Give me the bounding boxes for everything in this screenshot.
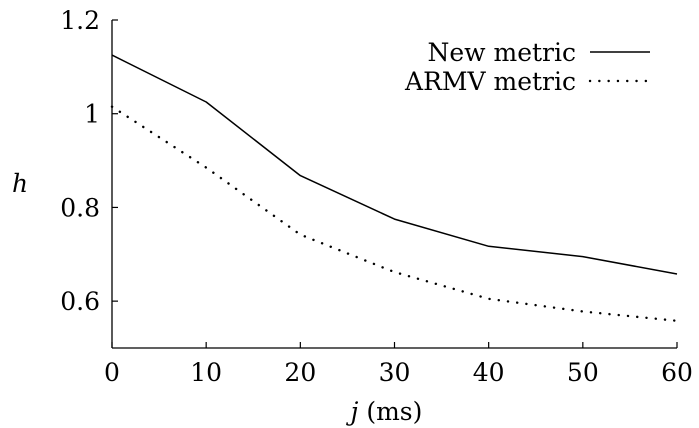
legend-label: ARMV metric: [404, 67, 576, 96]
x-axis-label: j (ms): [346, 397, 423, 426]
x-tick-label: 50: [567, 358, 599, 387]
y-axis-label: h: [12, 169, 28, 198]
series-lines: [110, 54, 679, 322]
x-tick-label: 0: [104, 358, 120, 387]
x-tick-label: 20: [284, 358, 316, 387]
legend-label: New metric: [427, 38, 576, 67]
x-ticks: 0 10 20 30 40 50 60: [104, 342, 693, 387]
y-tick-label: 0.6: [60, 287, 100, 316]
series-line-new-metric: [111, 54, 678, 275]
y-tick-label: 1.2: [60, 6, 100, 35]
x-tick-label: 10: [190, 358, 222, 387]
x-tick-label: 60: [661, 358, 693, 387]
y-tick-label: 0.8: [60, 193, 100, 222]
y-tick-label: 1: [84, 100, 100, 129]
y-ticks: 0.6 0.8 1 1.2: [60, 6, 118, 316]
series-line-armv-metric: [110, 105, 679, 322]
x-tick-label: 30: [379, 358, 411, 387]
x-tick-label: 40: [473, 358, 505, 387]
axes: [111, 20, 677, 349]
